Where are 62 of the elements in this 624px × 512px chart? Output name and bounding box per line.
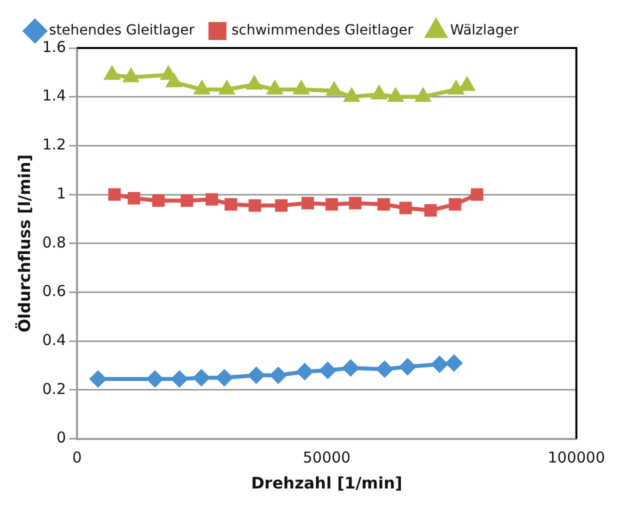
point: [180, 194, 194, 207]
point: [296, 364, 313, 380]
point: [90, 370, 106, 387]
point: [301, 196, 314, 210]
point: [327, 82, 342, 96]
point: [344, 88, 359, 102]
y-tick-label: 0: [56, 428, 66, 447]
point: [460, 78, 474, 91]
point: [108, 188, 121, 201]
point: [268, 82, 282, 95]
point: [248, 367, 264, 384]
legend-label: stehendes Gleitlager: [49, 22, 195, 39]
point: [470, 188, 484, 201]
y-axis-title: Öldurchfluss [l/min]: [14, 154, 34, 332]
point: [152, 194, 165, 207]
x-tick-label: 100000: [548, 448, 605, 467]
point: [275, 199, 288, 212]
point: [294, 82, 308, 95]
point: [446, 355, 462, 372]
x-tick-label: 50000: [302, 448, 351, 467]
y-tick-label: 0.4: [42, 330, 66, 349]
point: [224, 198, 238, 211]
legend-label: Wälzlager: [450, 22, 519, 39]
y-tick-label: 0.6: [42, 282, 66, 300]
point: [388, 88, 403, 102]
legend-label: schwimmendes Gleitlager: [231, 22, 414, 39]
y-tick-label: 1.2: [42, 136, 66, 154]
point: [270, 367, 286, 384]
point: [128, 192, 140, 204]
point: [432, 356, 448, 372]
point: [166, 74, 182, 88]
point: [400, 358, 416, 375]
point: [171, 370, 188, 387]
point: [194, 82, 210, 95]
point: [320, 362, 336, 378]
point: [104, 66, 120, 80]
point: [220, 82, 234, 95]
point: [247, 76, 262, 90]
point: [206, 193, 218, 206]
y-tick-label: 0.8: [42, 233, 66, 252]
point: [193, 370, 210, 386]
point: [377, 198, 390, 211]
point: [376, 361, 393, 378]
x-axis-title: Drehzahl [1/min]: [251, 474, 402, 493]
y-tick-label: 0.2: [42, 380, 66, 398]
point: [146, 370, 163, 387]
point: [325, 198, 338, 211]
point: [216, 370, 232, 386]
point: [342, 360, 359, 376]
point: [448, 82, 464, 95]
point: [416, 88, 430, 102]
point: [124, 69, 138, 82]
x-tick-label: 0: [72, 448, 82, 467]
point: [348, 196, 362, 210]
y-tick-label: 1.6: [42, 38, 66, 56]
y-tick-label: 1: [56, 184, 66, 202]
y-tick-label: 1.4: [42, 86, 66, 105]
point: [448, 198, 462, 211]
point: [399, 202, 412, 214]
point: [248, 199, 262, 212]
point: [424, 204, 437, 217]
point: [372, 86, 386, 100]
